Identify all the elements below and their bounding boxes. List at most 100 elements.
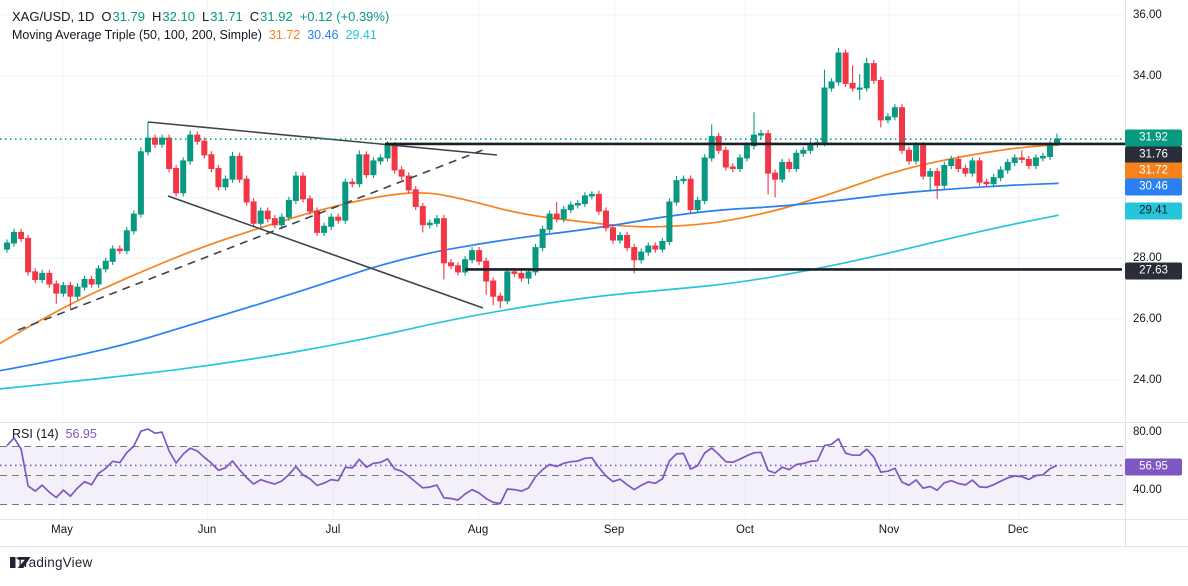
price-badge-31.76: 31.76 [1125,146,1182,163]
candle [588,193,595,197]
candle [891,107,898,118]
ma-legend-row[interactable]: Moving Average Triple (50, 100, 200, Sim… [12,26,389,45]
candle [927,171,934,177]
month-label-jun: Jun [197,524,217,536]
candle [560,209,567,220]
low-value: 31.71 [210,9,243,24]
candle [405,175,412,191]
change-value: +0.12 (+0.39%) [299,9,390,24]
ma50-value: 31.72 [268,28,301,42]
candle [440,218,447,264]
candle [18,231,25,239]
candle [976,160,983,183]
candle [1011,157,1018,163]
price-badge-29.41: 29.41 [1125,202,1182,220]
candle [426,222,433,226]
ma100-value: 30.46 [307,28,339,42]
price-badge-30.46: 30.46 [1125,178,1182,196]
symbol-title[interactable]: XAG/USD, 1D [12,9,95,24]
candle [786,161,793,169]
candle [729,166,736,169]
candle [779,161,786,180]
candle [870,63,877,81]
candle [53,283,60,294]
candle [39,272,46,280]
candle [1039,155,1046,159]
trendline[interactable] [147,121,498,156]
close-letter: C [249,9,260,24]
candle [673,180,680,203]
candle [102,260,109,270]
rsi-legend-row[interactable]: RSI (14) 56.95 [12,427,97,441]
candle [567,204,574,211]
candle [574,203,581,206]
candle [81,279,88,288]
candle [884,116,891,121]
ma-indicator-title[interactable]: Moving Average Triple (50, 100, 200, Sim… [12,28,262,42]
candle [842,52,849,84]
candle [997,169,1004,179]
rsi-line[interactable] [6,428,1058,505]
candle [222,178,229,188]
low-letter: L [201,9,210,24]
candle [969,160,976,174]
month-label-aug: Aug [467,524,489,536]
open-value: 31.79 [112,9,146,24]
price-axis-label: 26.00 [1133,313,1162,325]
open-letter: O [101,9,112,24]
candle [391,145,398,171]
candle [462,259,469,273]
symbol-legend-row[interactable]: XAG/USD, 1D O31.79 H32.10 L31.71 C31.92 +0.12… [12,7,389,26]
candle [194,134,201,142]
candle [398,169,405,177]
candle [511,271,518,274]
candle [363,154,370,176]
candle [433,218,440,224]
candle [250,201,257,224]
candle [772,172,779,180]
candle [300,175,306,200]
candle [335,216,342,221]
trendline[interactable] [167,195,484,309]
sma-200-line[interactable] [0,214,1059,390]
rsi-axis-label: 80.00 [1133,426,1162,438]
tradingview-logo[interactable]: TradingView [10,555,93,570]
candle [990,177,997,185]
candle [652,245,659,250]
sma-50-line[interactable] [0,144,1059,345]
candle [863,63,870,89]
candle [201,140,208,156]
candle [835,52,842,83]
dashed-trendline[interactable] [17,147,489,331]
candle [666,201,673,242]
month-label-jul: Jul [325,524,341,536]
chart-legend[interactable]: XAG/USD, 1D O31.79 H32.10 L31.71 C31.92 +0.12… [12,7,389,45]
sma-100-line[interactable] [0,182,1059,372]
candle [913,145,920,162]
candles-up [4,47,1060,305]
candle [962,168,969,174]
candle [1004,161,1011,171]
candle [539,228,546,249]
candle [159,137,165,145]
candle [708,136,715,159]
price-badge-31.92: 31.92 [1125,129,1182,147]
candle [680,178,687,182]
rsi-value: 56.95 [65,427,97,441]
candle [11,231,17,244]
candle [419,206,426,226]
candle [271,218,278,226]
candle [321,225,328,233]
candle [173,168,180,194]
rsi-indicator-title[interactable]: RSI (14) [12,427,59,441]
candle [849,82,856,89]
candle [88,279,95,285]
candle [152,137,158,145]
candle [617,234,624,241]
close-value: 31.92 [260,9,293,24]
candle [236,155,243,180]
candle [856,87,863,90]
candle [934,171,941,186]
